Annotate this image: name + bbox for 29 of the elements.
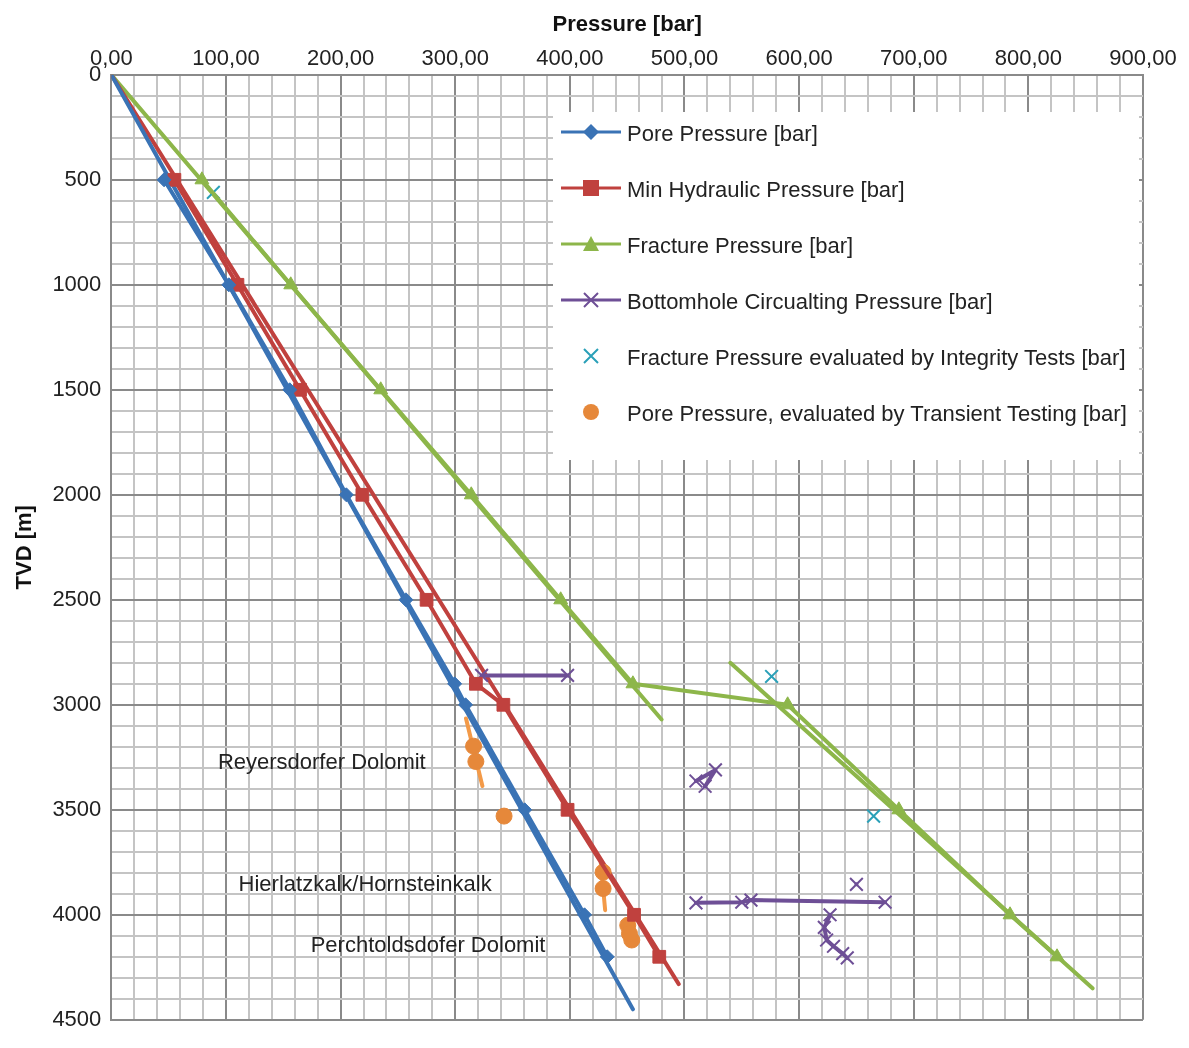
y-axis-title: TVD [m] <box>11 505 37 590</box>
y-tick-label: 2500 <box>52 585 102 611</box>
y-tick-label: 1500 <box>52 375 102 401</box>
y-tick-label: 4000 <box>52 900 102 926</box>
y-tick-label: 3000 <box>52 690 102 716</box>
x-tick-label: 300,00 <box>421 44 489 70</box>
annotation: Hierlatzkalk/Hornsteinkalk <box>238 870 493 896</box>
x-tick-label: 900,00 <box>1109 44 1177 70</box>
x-axis-title: Pressure [bar] <box>552 11 702 37</box>
y-tick-label: 1000 <box>52 270 102 296</box>
legend-label: Fracture Pressure evaluated by Integrity Tests [bar] <box>627 344 1126 372</box>
y-tick-label: 3500 <box>52 795 102 821</box>
legend-label: Fracture Pressure [bar] <box>627 232 854 260</box>
y-tick-label: 4500 <box>52 1005 102 1031</box>
y-tick-label: 2000 <box>52 480 102 506</box>
x-tick-label: 500,00 <box>650 44 719 70</box>
legend-label: Pore Pressure [bar] <box>627 120 818 148</box>
x-tick-label: 200,00 <box>306 44 375 70</box>
x-tick-label: 600,00 <box>765 44 833 70</box>
x-tick-label: 700,00 <box>880 44 948 70</box>
annotation: Reyersdorfer Dolomit <box>217 748 426 774</box>
x-tick-label: 400,00 <box>536 44 604 70</box>
x-tick-label: 800,00 <box>994 44 1063 70</box>
annotation: Perchtoldsdofer Dolomit <box>310 932 546 958</box>
y-tick-label: 500 <box>64 165 102 191</box>
legend-label: Pore Pressure, evaluated by Transient Testing [bar] <box>627 400 1127 428</box>
legend-label: Min Hydraulic Pressure [bar] <box>627 176 905 204</box>
legend-label: Bottomhole Circualting Pressure [bar] <box>627 288 993 316</box>
x-tick-label: 100,00 <box>192 44 260 70</box>
